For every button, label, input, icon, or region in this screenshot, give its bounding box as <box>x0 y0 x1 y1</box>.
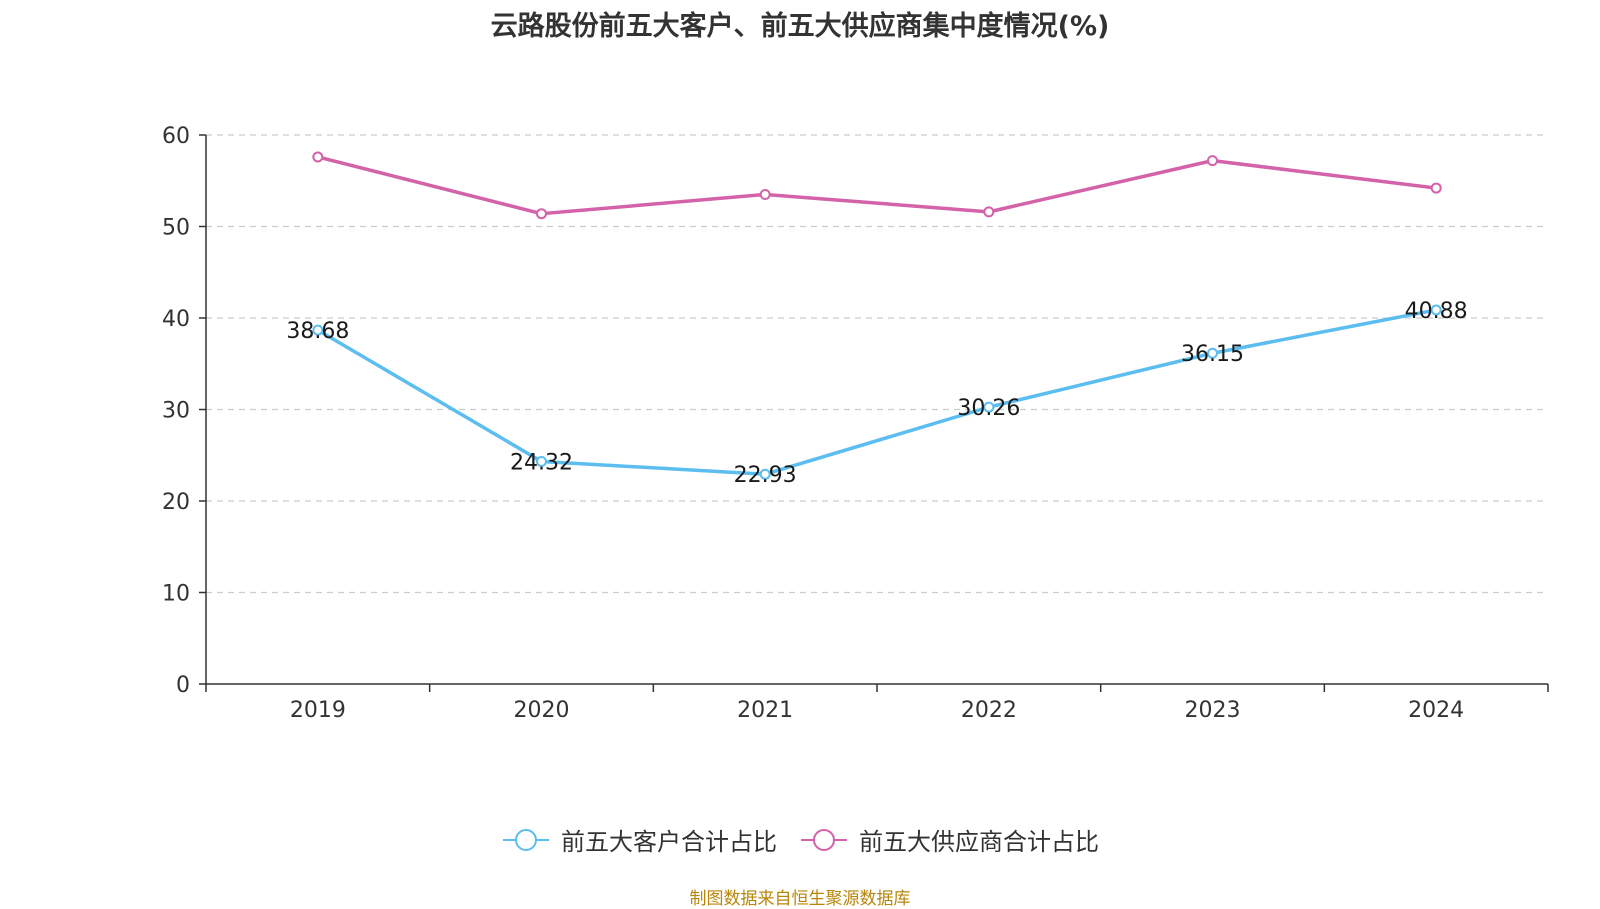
legend-label-customers: 前五大客户合计占比 <box>561 828 777 856</box>
data-label: 38.68 <box>286 319 349 344</box>
line-chart: 0 10 20 30 40 50 60 2019 2020 2021 2022 2023 2024 38.… <box>162 124 1549 723</box>
x-tick-label: 2023 <box>1185 698 1241 723</box>
data-point <box>759 468 771 480</box>
y-tick-label: 30 <box>162 399 190 424</box>
data-point <box>312 151 324 163</box>
legend-label-suppliers: 前五大供应商合计占比 <box>859 828 1099 856</box>
data-point <box>312 324 324 336</box>
data-point <box>1430 182 1442 194</box>
data-point <box>983 206 995 218</box>
y-tick-label: 0 <box>176 673 190 698</box>
data-source-note: 制图数据来自恒生聚源数据库 <box>689 889 911 909</box>
data-point <box>536 455 547 467</box>
data-point <box>1207 347 1218 359</box>
data-label: 24.32 <box>510 450 573 475</box>
legend-item-suppliers[interactable]: 前五大供应商合计占比 <box>799 822 1099 857</box>
y-tick-label: 40 <box>162 307 190 332</box>
series-line-2 <box>317 155 1437 216</box>
data-point <box>536 208 547 220</box>
y-tick-label: 10 <box>162 582 190 607</box>
x-tick-label: 2021 <box>737 698 793 723</box>
legend-item-customers[interactable]: 前五大客户合计占比 <box>501 822 777 857</box>
data-label: 36.15 <box>1181 342 1244 367</box>
data-label: 30.26 <box>957 396 1020 421</box>
y-tick-label: 20 <box>162 490 190 515</box>
chart-title: 云路股份前五大客户、前五大供应商集中度情况(%) <box>490 11 1110 42</box>
y-tick-label: 50 <box>162 216 190 241</box>
legend-marker-suppliers-icon <box>801 828 847 851</box>
x-tick-label: 2022 <box>961 698 1017 723</box>
data-point <box>1430 304 1442 316</box>
x-tick-label: 2024 <box>1408 698 1464 723</box>
legend: 前五大客户合计占比 前五大供应商合计占比 <box>0 822 1600 857</box>
data-point <box>983 401 995 413</box>
legend-marker-customers-icon <box>503 828 549 851</box>
y-tick-label: 60 <box>162 124 190 149</box>
data-point <box>759 188 771 200</box>
data-point <box>1207 155 1218 167</box>
x-tick-label: 2019 <box>290 698 346 723</box>
x-tick-label: 2020 <box>514 698 570 723</box>
data-label: 22.93 <box>734 463 797 488</box>
data-label: 40.88 <box>1405 299 1468 324</box>
series-line-1 <box>316 308 1437 476</box>
